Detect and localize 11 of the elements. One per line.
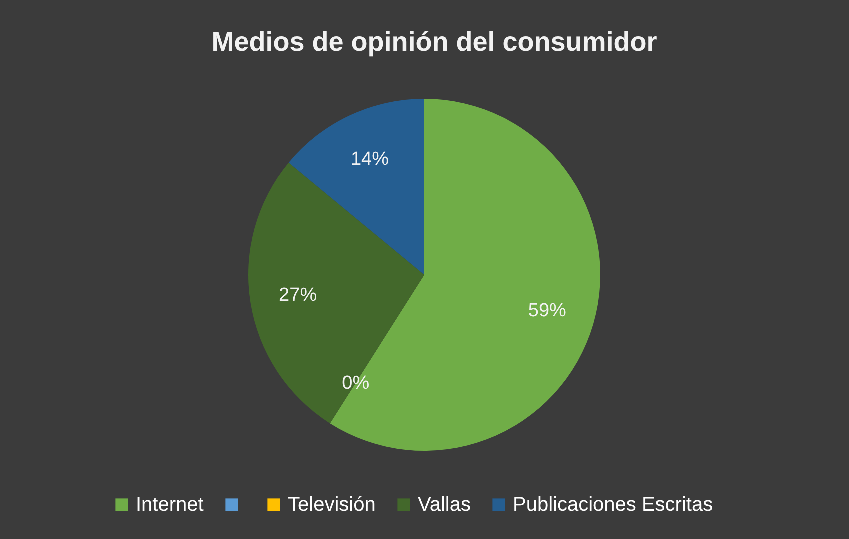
legend-label: Televisión (288, 494, 376, 516)
data-label: 59% (528, 300, 567, 322)
pie-slice (330, 99, 600, 451)
chart-title: Medios de opinión del consumidor (212, 27, 658, 57)
data-label: 27% (279, 285, 318, 306)
legend-label: Vallas (418, 494, 471, 516)
pie-slice (288, 99, 424, 275)
legend-label: Internet (136, 494, 204, 516)
text: 0% (342, 373, 370, 394)
legend-label: Publicaciones Escritas (513, 494, 714, 516)
data-label: 14% (350, 149, 390, 170)
